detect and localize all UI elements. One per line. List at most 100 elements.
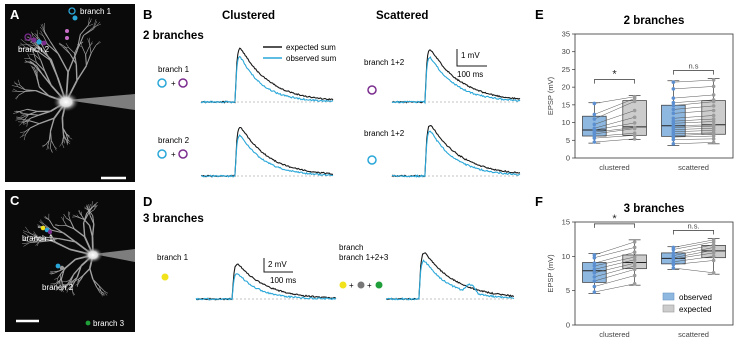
dendrite [30,60,34,64]
pair-line [594,247,635,258]
label-c-branch3: branch 3 [93,319,125,328]
scale-bar-d [263,258,293,273]
dendrite [23,122,28,125]
expected-point [711,117,716,121]
y-tick-label: 20 [562,83,570,92]
dendrite [76,34,81,51]
plot-frame [574,33,734,159]
dendrite [39,221,45,225]
dendrite [49,220,54,228]
dendrite [18,79,21,86]
significance-bracket [673,70,714,75]
observed-point [592,267,597,272]
dendrite [36,65,44,76]
dendrite [47,145,50,150]
dendrite [68,211,71,216]
dendrite [62,127,65,137]
branch1-yellow-dot [339,281,347,289]
dendrite [73,53,77,65]
pair-line [673,252,714,260]
dendrite [59,43,64,49]
panel-b: B Clustered Scattered 2 branches expecte… [143,7,521,178]
dendrite [60,266,67,275]
legend-expected-text: expected [679,305,711,314]
dendrite [50,140,55,147]
observed-point [592,122,597,127]
dendrite [31,48,38,53]
pair-line [673,135,714,138]
expected-point [711,131,716,135]
dendrite [21,114,29,119]
dendrite [72,284,74,292]
dendrite [85,54,87,66]
dendrite [80,42,83,48]
dendrite [51,239,71,250]
significance-bracket [673,230,714,235]
dendrite [22,242,30,244]
dendrite [93,204,97,210]
dendrite [81,47,86,55]
x-category-label: clustered [599,330,629,339]
dendrite [40,26,45,33]
dendrite [21,118,30,122]
label-b-row1: branch 1 [158,65,190,74]
label-c-branch1: branch 1 [22,234,54,243]
dendrite [20,131,26,133]
observed-point [592,255,597,260]
observed-point [671,111,676,116]
dendrite [44,224,53,231]
soma [83,247,103,263]
y-tick-label: 0 [566,154,570,163]
pair-line [594,117,635,129]
dendrite [38,32,44,37]
expected-point [711,242,716,247]
dendrite [37,50,51,61]
label-d-sc-prefix: branch [339,243,363,252]
branch2-open-circle [367,85,377,95]
dendrite [53,226,64,234]
dendrite [57,273,62,279]
pair-line [673,133,714,136]
branch1-open-circle [157,78,167,88]
pair-line [594,101,635,120]
pair-line [594,122,635,131]
dendrite [28,48,35,54]
dendrite [77,279,80,284]
dendrite [36,77,40,88]
y-tick-label: 15 [562,100,570,109]
pair-line [594,275,635,287]
dendrite [29,232,39,238]
dendrite [17,86,26,91]
expected-point [632,273,637,278]
branch2-marker [24,33,32,41]
significance-label: n.s. [687,221,699,230]
dendrite [47,44,59,55]
dendrite [70,281,75,284]
dendrite [22,239,30,243]
dendrite [64,46,71,55]
dendrite [28,110,38,115]
dendrite [77,210,81,215]
observed-point [671,251,676,255]
dendrite [92,202,98,207]
dendrite [31,66,35,71]
dendrite [66,288,69,293]
dendrite [19,134,26,138]
expected-point [632,245,637,250]
dendrite [35,70,38,78]
observed-point [592,264,597,268]
dendrite [45,139,50,145]
dendrite [56,278,58,282]
dendrite [70,286,72,291]
dendrite [28,235,39,238]
dendrite [39,117,55,125]
dendrite [65,217,71,222]
dendrite [90,45,97,54]
expected-point [632,125,637,130]
pair-line [673,86,714,90]
dendrite [63,232,76,243]
expected-point [711,113,716,118]
pair-line [594,96,635,104]
pair-line [594,283,635,293]
expected-point [711,84,716,89]
